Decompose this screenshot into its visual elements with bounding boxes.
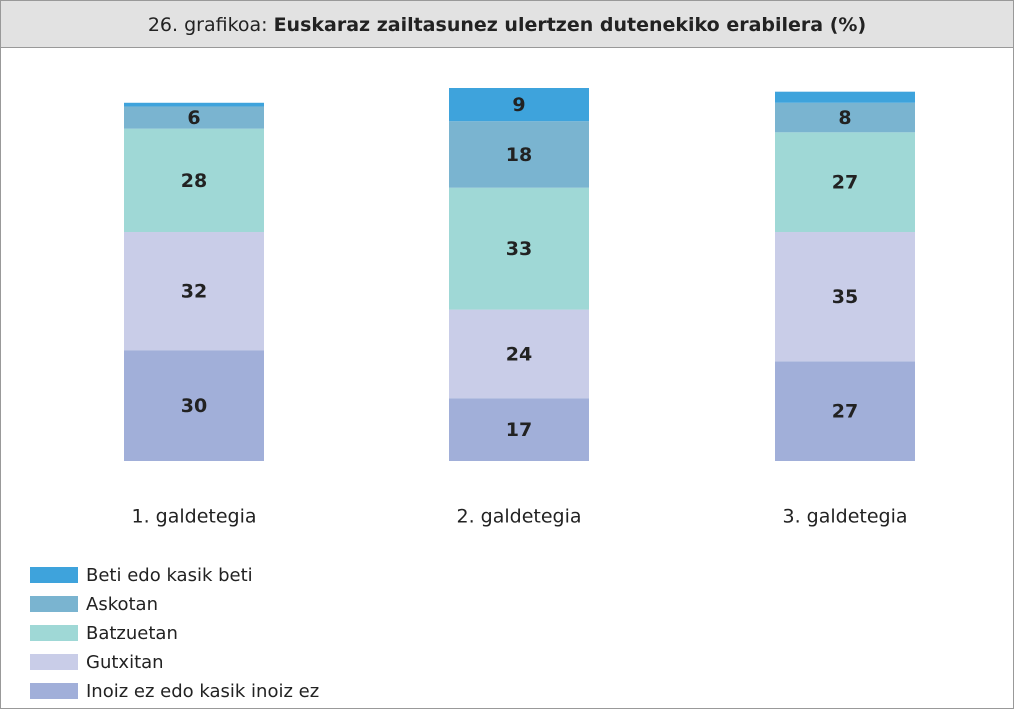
bar-segment [449, 121, 589, 188]
data-label: 30 [181, 395, 207, 417]
bar-segment [449, 187, 589, 310]
legend-label: Inoiz ez edo kasik inoiz ez [86, 681, 319, 702]
legend-swatch [30, 654, 78, 670]
bar-segment [775, 232, 915, 362]
legend-label: Askotan [86, 594, 158, 615]
data-label: 9 [512, 94, 525, 116]
bar-segment [775, 132, 915, 233]
data-label: 28 [181, 170, 207, 192]
data-label: 8 [838, 107, 851, 129]
data-label: 18 [506, 144, 532, 166]
bar-segment [124, 102, 264, 107]
legend-swatch [30, 567, 78, 583]
legend-label: Batzuetan [86, 623, 178, 644]
data-label: 24 [506, 343, 532, 365]
bar-segment [124, 106, 264, 129]
bar-segment [124, 232, 264, 351]
bar-segment [124, 350, 264, 461]
bar-segment [775, 91, 915, 103]
data-label: 6 [187, 107, 200, 129]
chart-title: 26. grafikoa: Euskaraz zailtasunez ulertz… [148, 14, 866, 36]
bar-segment [775, 102, 915, 133]
x-tick-label: 2. galdetegia [456, 506, 581, 528]
title-prefix: 26. grafikoa: [148, 14, 268, 36]
legend-swatch [30, 596, 78, 612]
bar-segment [449, 309, 589, 399]
x-tick-label: 3. galdetegia [782, 506, 907, 528]
title-main: Euskaraz zailtasunez ulertzen dutenekiko… [274, 14, 867, 36]
x-tick-label: 1. galdetegia [131, 506, 256, 528]
header [0, 0, 1014, 48]
data-label: 35 [832, 286, 858, 308]
data-label: 17 [506, 419, 532, 441]
legend-label: Beti edo kasik beti [86, 565, 253, 586]
bar-segment [775, 361, 915, 461]
legend-swatch [30, 625, 78, 641]
data-label: 33 [506, 238, 532, 260]
data-label: 27 [832, 172, 858, 194]
legend-swatch [30, 683, 78, 699]
data-label: 32 [181, 281, 207, 303]
bar-segment [449, 88, 589, 122]
data-label: 27 [832, 401, 858, 423]
bar-segment [449, 398, 589, 461]
legend-label: Gutxitan [86, 652, 164, 673]
bar-segment [124, 128, 264, 233]
